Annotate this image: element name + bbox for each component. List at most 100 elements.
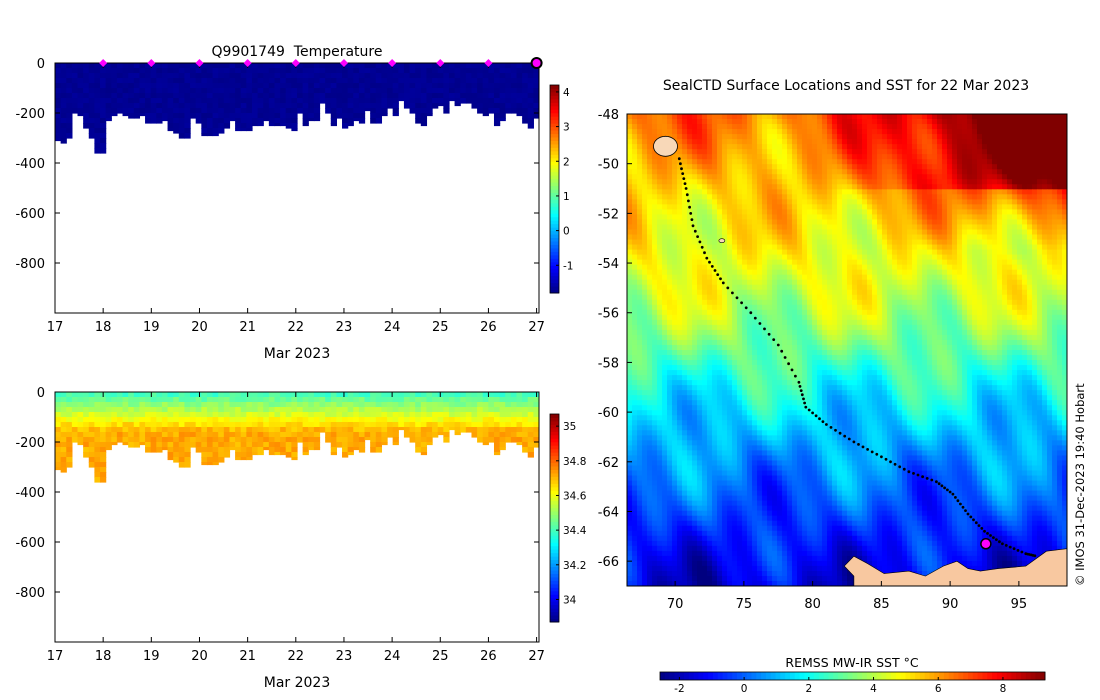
- colorbar-segment: [550, 258, 559, 263]
- sst-pixel: [797, 204, 803, 210]
- section-cell: [116, 427, 124, 433]
- sst-pixel: [1037, 139, 1043, 145]
- section-cell: [364, 63, 371, 69]
- section-cell: [60, 123, 67, 129]
- sst-pixel: [657, 184, 663, 190]
- section-cell: [206, 392, 214, 398]
- section-cell: [302, 397, 309, 403]
- sst-pixel: [787, 194, 793, 200]
- colorbar-segment: [550, 497, 559, 502]
- section-cell: [415, 432, 422, 438]
- section-cell: [133, 437, 141, 443]
- section-cell: [330, 78, 337, 84]
- section-cell: [465, 422, 473, 428]
- section-cell: [280, 103, 287, 109]
- section-cell: [302, 412, 309, 418]
- sst-pixel: [957, 169, 963, 175]
- section-cell: [246, 108, 253, 114]
- sst-pixel: [702, 134, 708, 140]
- sst-pixel: [1042, 209, 1048, 215]
- sst-pixel: [672, 124, 678, 130]
- sst-pixel: [992, 169, 998, 175]
- sst-pixel: [927, 249, 933, 256]
- sst-pixel: [872, 114, 878, 120]
- sst-pixel: [662, 159, 668, 165]
- section-cell: [381, 417, 388, 423]
- section-cell: [212, 432, 219, 438]
- section-cell: [223, 402, 231, 408]
- section-cell: [55, 412, 62, 418]
- section-cell: [223, 73, 231, 79]
- sst-pixel: [822, 174, 828, 180]
- sst-pixel: [1042, 154, 1048, 160]
- section-cell: [122, 98, 129, 104]
- section-cell: [437, 427, 444, 433]
- section-cell: [206, 412, 214, 418]
- sst-pixel: [712, 264, 718, 271]
- section-cell: [190, 88, 197, 94]
- sst-pixel: [1007, 139, 1013, 145]
- sst-pixel: [827, 114, 833, 120]
- sst-pixel: [767, 229, 773, 236]
- sst-pixel: [1027, 219, 1033, 225]
- section-cell: [392, 108, 399, 114]
- sst-pixel: [757, 114, 763, 120]
- section-cell: [55, 118, 62, 124]
- sst-pixel: [757, 134, 763, 140]
- colorbar-segment: [550, 88, 559, 93]
- section-cell: [336, 68, 343, 74]
- colorbar-tick-label: 1: [563, 191, 570, 203]
- sst-pixel: [837, 154, 843, 160]
- sst-pixel: [1002, 194, 1008, 200]
- sst-pixel: [647, 159, 653, 165]
- section-cell: [448, 407, 456, 413]
- section-cell: [319, 392, 326, 398]
- sst-pixel: [627, 179, 633, 185]
- sst-pixel: [767, 159, 773, 165]
- section-cell: [285, 422, 292, 428]
- section-cell: [409, 63, 416, 69]
- sst-pixel: [902, 139, 908, 145]
- section-cell: [94, 427, 101, 433]
- section-cell: [94, 148, 101, 154]
- sst-pixel: [717, 224, 723, 230]
- section-cell: [330, 452, 337, 456]
- section-cell: [139, 432, 146, 438]
- section-cell: [83, 392, 90, 398]
- sst-pixel: [767, 139, 773, 145]
- sst-pixel: [707, 249, 713, 256]
- section-cell: [105, 447, 112, 451]
- sst-pixel: [937, 174, 943, 180]
- section-cell: [94, 452, 101, 458]
- sst-pixel: [1012, 124, 1018, 130]
- sst-pixel: [957, 139, 963, 145]
- sst-pixel: [802, 229, 808, 236]
- sst-pixel: [1032, 124, 1038, 130]
- sst-pixel: [1022, 219, 1028, 225]
- sst-pixel: [1062, 174, 1067, 180]
- section-cell: [206, 447, 214, 453]
- sst-pixel: [672, 209, 678, 215]
- section-cell: [465, 78, 473, 84]
- section-cell: [133, 407, 141, 413]
- section-cell: [353, 437, 360, 443]
- sst-pixel: [687, 124, 693, 130]
- sst-pixel: [712, 139, 718, 145]
- sst-pixel: [637, 224, 643, 230]
- section-cell: [201, 63, 208, 69]
- section-cell: [71, 103, 79, 109]
- section-cell: [94, 98, 101, 104]
- section-cell: [223, 397, 231, 403]
- sst-pixel: [717, 134, 723, 140]
- colorbar-segment: [550, 282, 559, 287]
- section-cell: [240, 78, 247, 84]
- sst-pixel: [927, 134, 933, 140]
- sst-pixel: [1042, 229, 1048, 236]
- sst-pixel: [957, 124, 963, 130]
- sst-pixel: [657, 254, 663, 261]
- section-cell: [218, 128, 225, 134]
- x-tick-label: 18: [95, 320, 112, 335]
- sst-pixel: [802, 134, 808, 140]
- sst-pixel: [1052, 119, 1058, 125]
- section-cell: [313, 412, 321, 418]
